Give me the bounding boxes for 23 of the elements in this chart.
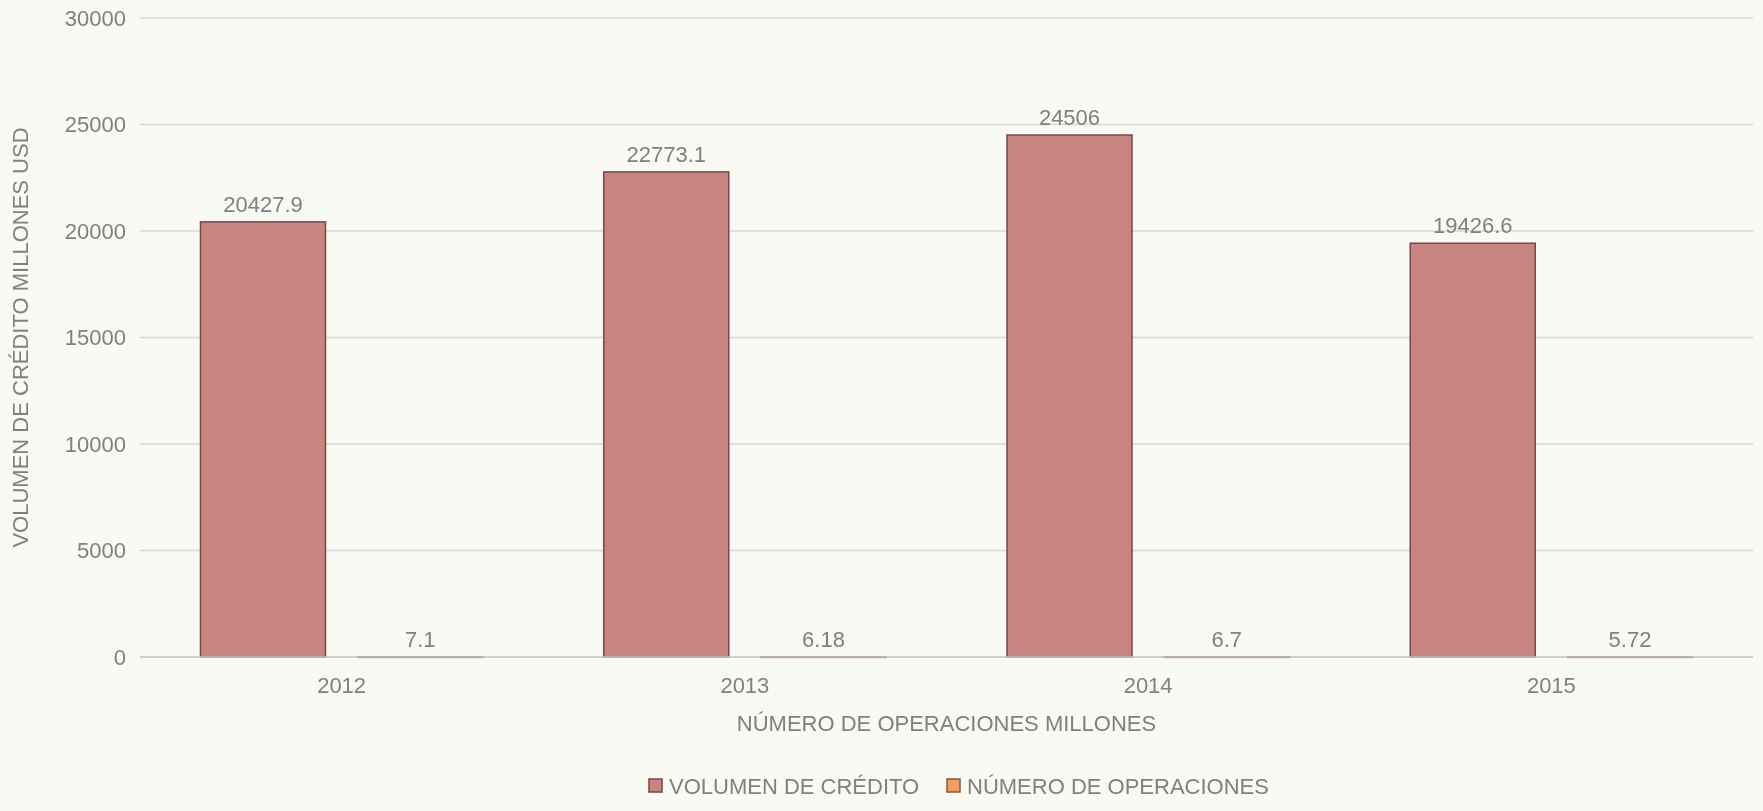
y-tick-label: 25000 (64, 112, 126, 138)
data-label: 6.18 (802, 626, 845, 652)
data-label: 20427.9 (223, 191, 303, 217)
x-axis-title: NÚMERO DE OPERACIONES MILLONES (736, 711, 1157, 736)
data-label: 22773.1 (626, 141, 707, 167)
data-label: 7.1 (404, 626, 436, 652)
x-tick-label: 2014 (1123, 673, 1173, 698)
y-tick-label: 5000 (77, 538, 126, 564)
x-tick-label: 2012 (317, 673, 367, 698)
y-tick-label: 30000 (64, 5, 126, 31)
y-axis-title: VOLUMEN DE CRÉDITO MILLONES USD (8, 127, 33, 548)
y-tick-label: 10000 (64, 431, 126, 457)
legend-label: NÚMERO DE OPERACIONES (967, 773, 1269, 799)
data-label: 24506 (1038, 105, 1101, 131)
data-label: 19426.6 (1432, 213, 1513, 239)
data-label: 6.7 (1211, 626, 1243, 652)
legend-label: VOLUMEN DE CRÉDITO (669, 773, 920, 799)
x-tick-label: 2013 (720, 673, 770, 698)
x-tick-label: 2015 (1526, 673, 1576, 698)
y-tick-label: 0 (113, 644, 126, 670)
y-tick-label: 15000 (64, 325, 126, 351)
data-label: 5.72 (1608, 626, 1652, 652)
y-tick-label: 20000 (64, 218, 126, 244)
